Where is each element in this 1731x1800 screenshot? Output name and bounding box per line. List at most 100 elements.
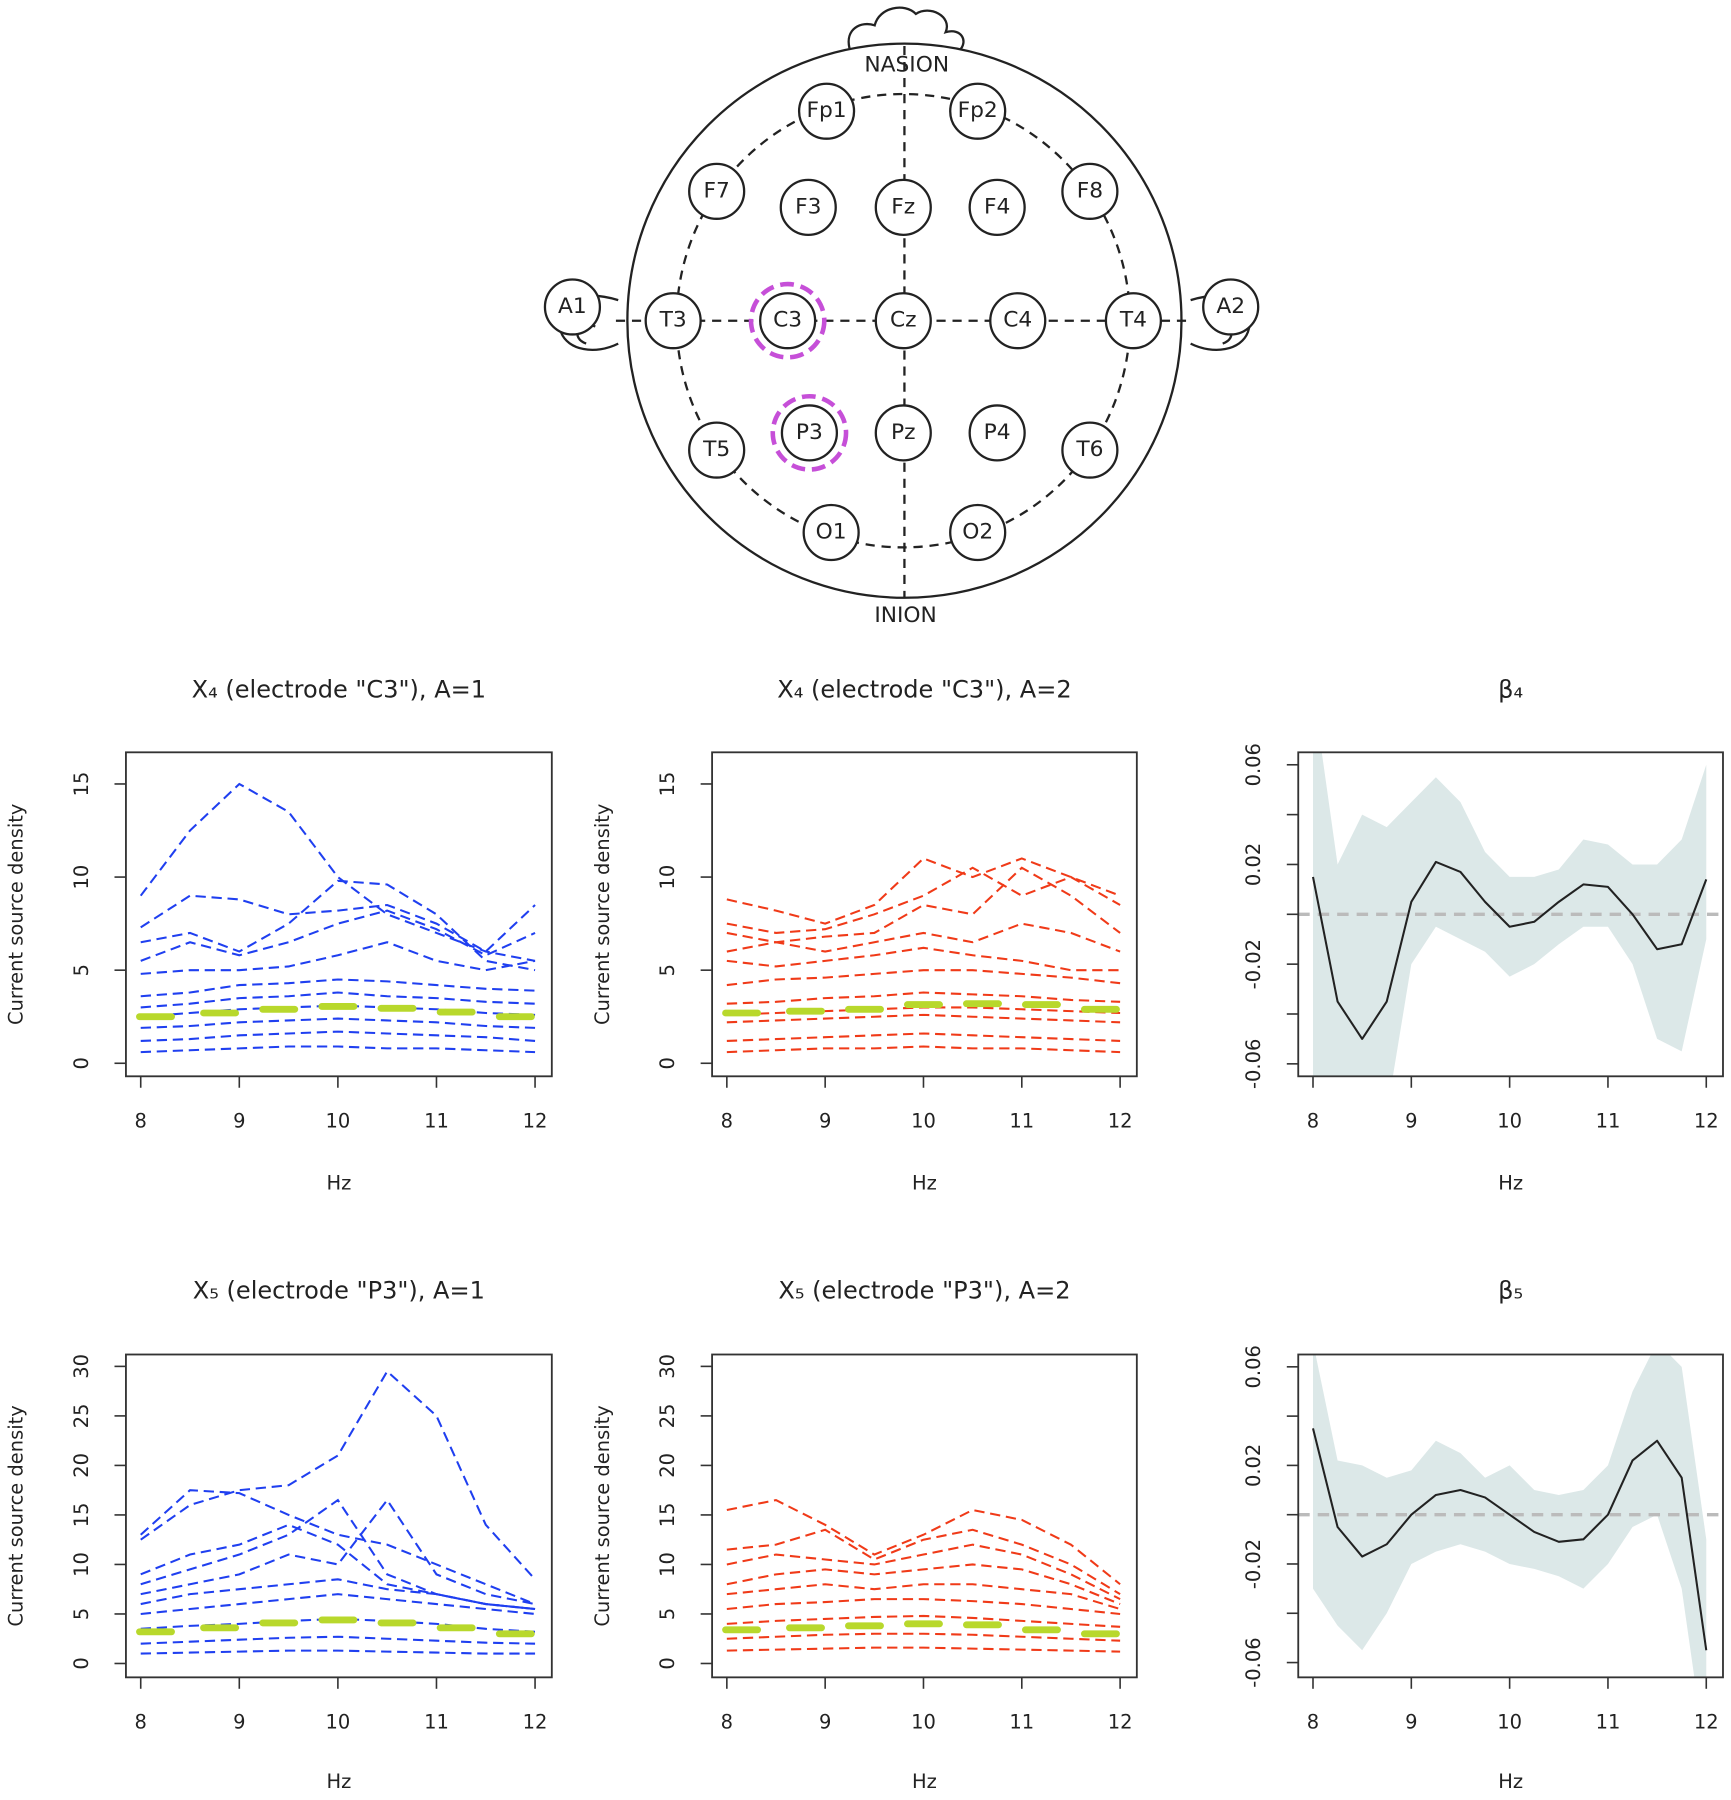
chart-panel: β₄ Hz 8 9 10 11 12 -0.06 -0.02 0.02 0.06 — [1242, 675, 1724, 1194]
x-tick-label: 12 — [1694, 1711, 1719, 1734]
y-tick-label: 5 — [656, 1608, 679, 1620]
curve — [140, 1489, 536, 1606]
curve — [140, 978, 536, 998]
electrode-label: Fp1 — [806, 98, 846, 123]
chart-title: β₅ — [1498, 1277, 1523, 1305]
curve — [726, 1498, 1121, 1586]
electrode — [874, 292, 932, 350]
y-tick-label: -0.02 — [1242, 1539, 1265, 1589]
curve — [139, 782, 536, 962]
x-tick-label: 9 — [1405, 1110, 1417, 1133]
curve — [726, 866, 1121, 934]
x-tick-label: 8 — [135, 1711, 147, 1734]
electrode — [797, 82, 856, 140]
curve — [726, 1543, 1121, 1601]
curve — [726, 1006, 1121, 1016]
curve — [140, 1578, 536, 1611]
curve — [726, 946, 1121, 972]
electrode — [543, 278, 602, 336]
plot-area — [722, 1498, 1121, 1653]
x-tick-label: 11 — [1596, 1110, 1621, 1133]
y-tick-label: 0 — [656, 1657, 679, 1669]
curve — [140, 941, 536, 975]
x-tick-label: 12 — [523, 1110, 548, 1133]
curve — [726, 1598, 1121, 1615]
y-tick-label: 15 — [70, 1503, 93, 1528]
curve — [726, 1013, 1121, 1024]
curve — [726, 857, 1121, 925]
x-tick-label: 10 — [1497, 1711, 1522, 1734]
x-tick-label: 11 — [1009, 1110, 1034, 1133]
x-axis-label: Hz — [326, 1171, 351, 1194]
electrode-label: Fz — [891, 194, 915, 219]
x-axis-label: Hz — [912, 1171, 937, 1194]
electrode — [759, 292, 817, 350]
electrode — [968, 404, 1026, 462]
chart-title: X₅ (electrode "P3"), A=2 — [778, 1277, 1070, 1305]
x-tick-label: 11 — [424, 1711, 449, 1734]
y-tick-label: -0.06 — [1242, 1637, 1265, 1687]
plot-area — [1298, 752, 1723, 1077]
curve — [140, 1635, 536, 1645]
chart-title: X₄ (electrode "C3"), A=2 — [777, 675, 1071, 703]
y-tick-label: 5 — [656, 964, 679, 976]
y-tick-label: 10 — [70, 865, 93, 890]
electrode-label: F4 — [984, 194, 1010, 219]
y-tick-label: 10 — [70, 1552, 93, 1577]
x-tick-label: 8 — [721, 1711, 733, 1734]
estimate-line — [1311, 1428, 1708, 1651]
curve — [726, 1614, 1121, 1628]
curve — [140, 1498, 536, 1606]
y-tick-label: 0 — [656, 1057, 679, 1069]
curve — [140, 1045, 536, 1054]
curve — [726, 866, 1121, 944]
curve — [140, 1649, 536, 1655]
curve — [726, 969, 1121, 987]
electrode-label: F3 — [795, 194, 821, 219]
y-tick-label: 0 — [70, 1057, 93, 1069]
chart-title: X₅ (electrode "P3"), A=1 — [193, 1277, 485, 1305]
nose — [847, 6, 965, 52]
y-tick-label: 10 — [656, 865, 679, 890]
estimate-line — [1311, 860, 1708, 1040]
x-tick-label: 9 — [233, 1110, 245, 1133]
electrode-label: C4 — [1003, 308, 1032, 333]
plot-frame — [125, 1353, 553, 1679]
chart-panel: X₄ (electrode "C3"), A=2 Hz Current source… — [591, 675, 1138, 1194]
x-tick-label: 12 — [1108, 1110, 1133, 1133]
x-tick-label: 11 — [1009, 1711, 1034, 1734]
curve — [140, 1369, 536, 1580]
electrode — [874, 404, 932, 462]
electrode — [949, 82, 1007, 140]
electrode-highlight — [748, 281, 827, 360]
curve — [140, 1593, 536, 1615]
y-tick-label: 0.02 — [1242, 1444, 1265, 1487]
y-axis-label: Current source density — [5, 1405, 28, 1626]
plot-frame — [711, 751, 1138, 1078]
curve — [726, 1646, 1121, 1653]
electrode-label: Pz — [891, 420, 916, 445]
electrode — [874, 178, 932, 236]
x-tick-label: 10 — [326, 1110, 351, 1133]
electrode — [780, 404, 839, 462]
y-tick-label: 15 — [656, 1503, 679, 1528]
electrode — [688, 162, 746, 220]
y-tick-label: 30 — [70, 1354, 93, 1379]
electrode — [779, 178, 837, 236]
chart-title: β₄ — [1498, 675, 1523, 703]
electrode — [1061, 162, 1119, 220]
electrode-label: T4 — [1119, 308, 1147, 333]
electrode — [802, 503, 860, 562]
x-tick-label: 8 — [1307, 1110, 1319, 1133]
y-tick-label: 10 — [656, 1552, 679, 1577]
electrode-label: O1 — [816, 520, 847, 545]
electrode — [1104, 292, 1163, 350]
curve — [140, 909, 536, 962]
electrode-label: P4 — [984, 420, 1011, 445]
electrode-label: A1 — [558, 294, 587, 319]
x-tick-label: 9 — [233, 1711, 245, 1734]
plot-area — [136, 1369, 536, 1655]
x-tick-label: 9 — [819, 1110, 831, 1133]
electrode-label: T3 — [659, 308, 687, 333]
